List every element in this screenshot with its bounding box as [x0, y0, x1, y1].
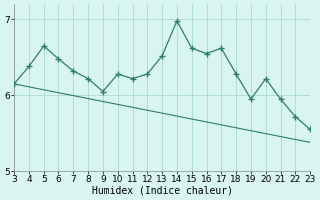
- X-axis label: Humidex (Indice chaleur): Humidex (Indice chaleur): [92, 186, 233, 196]
